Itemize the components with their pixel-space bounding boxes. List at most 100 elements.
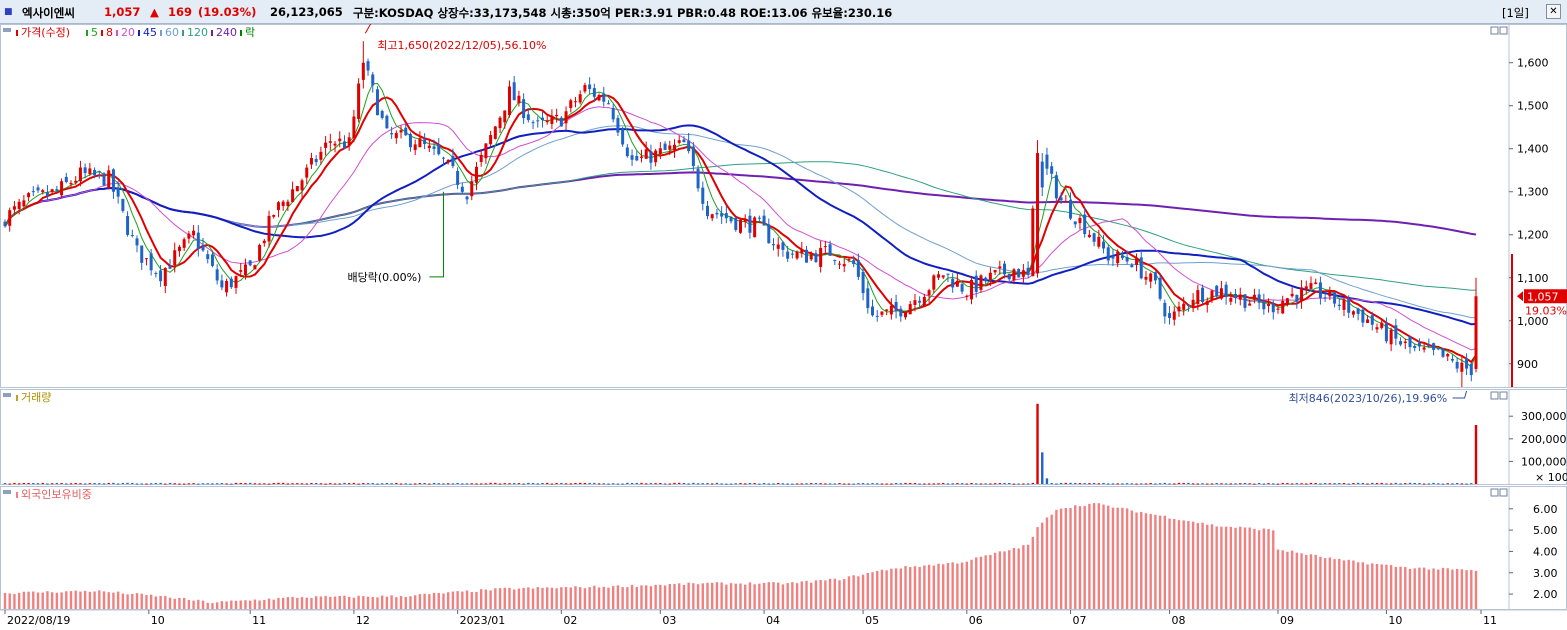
candle-body xyxy=(1007,273,1011,280)
foreign-bar xyxy=(475,591,478,609)
foreign-panel-maximize-icon[interactable] xyxy=(1490,488,1499,497)
volume-bar xyxy=(1455,483,1459,485)
period-selector[interactable]: [1일] xyxy=(1502,6,1529,20)
foreign-bar xyxy=(1314,554,1317,609)
volume-bar xyxy=(593,482,596,484)
candle-body xyxy=(894,301,898,312)
volume-bar xyxy=(329,483,332,485)
volume-bar xyxy=(1026,483,1030,485)
foreign-bar xyxy=(451,591,455,609)
foreign-bar xyxy=(649,586,653,609)
foreign-panel-grip-icon[interactable] xyxy=(3,490,11,494)
candle-body xyxy=(1356,308,1360,314)
foreign-bar xyxy=(50,592,54,609)
volume-bar xyxy=(1144,483,1148,485)
foreign-panel-close-icon[interactable] xyxy=(1499,488,1508,497)
volume-bar xyxy=(555,483,558,485)
candle-body xyxy=(946,273,950,275)
price-panel-close-icon[interactable] xyxy=(1499,26,1508,35)
foreign-bar xyxy=(1102,504,1105,609)
candle-body xyxy=(687,140,691,152)
volume-bar xyxy=(1290,483,1294,485)
foreign-bar xyxy=(192,600,195,609)
volume-bar xyxy=(1366,483,1369,485)
candle-body xyxy=(748,215,752,233)
candle-body xyxy=(1177,306,1181,312)
volume-bar xyxy=(630,482,634,484)
trade-volume: 26,123,065 xyxy=(270,5,343,19)
price-panel-grip-icon[interactable] xyxy=(3,28,11,32)
volume-bar xyxy=(423,482,426,484)
foreign-bar xyxy=(1234,527,1237,609)
foreign-bar xyxy=(833,578,836,609)
volume-bar xyxy=(60,483,63,485)
volume-panel-close-icon[interactable] xyxy=(1499,391,1508,400)
candle-body xyxy=(960,284,964,292)
volume-bar xyxy=(159,482,162,484)
candle-body xyxy=(682,139,686,143)
close-icon[interactable]: ✕ xyxy=(1546,4,1561,19)
volume-bar xyxy=(1272,483,1275,485)
price-tick-label: 1,600 xyxy=(1517,57,1549,70)
foreign-bar xyxy=(1069,508,1072,609)
candle-body xyxy=(899,308,903,317)
candle-body xyxy=(446,159,450,163)
volume-bar xyxy=(305,483,308,485)
volume-bar xyxy=(385,483,389,485)
foreign-bar xyxy=(1229,526,1233,609)
volume-bar xyxy=(314,483,318,485)
volume-panel-maximize-icon[interactable] xyxy=(1490,391,1499,400)
x-axis-label: 12 xyxy=(356,614,370,627)
candle-body xyxy=(427,145,431,149)
candle-body xyxy=(1059,197,1063,201)
price-panel-maximize-icon[interactable] xyxy=(1490,26,1499,35)
candle-body xyxy=(1267,303,1271,306)
candle-body xyxy=(805,249,809,263)
candle-body xyxy=(1432,343,1436,350)
candle-body xyxy=(720,213,724,217)
foreign-bar xyxy=(83,590,87,609)
foreign-bar xyxy=(583,588,587,609)
price-panel xyxy=(0,24,1567,388)
volume-bar xyxy=(602,483,605,485)
menu-icon[interactable]: ■ xyxy=(4,7,13,17)
foreign-bar xyxy=(1031,536,1035,609)
volume-bar xyxy=(918,483,921,485)
candle-body xyxy=(1318,282,1322,298)
volume-bar xyxy=(244,483,247,485)
volume-bar xyxy=(1342,482,1346,484)
foreign-bar xyxy=(512,589,516,609)
candle-body xyxy=(852,260,856,265)
candle-body xyxy=(437,144,441,155)
foreign-bar xyxy=(569,587,572,609)
volume-bar xyxy=(970,482,973,484)
foreign-bar xyxy=(1092,503,1096,609)
candle-body xyxy=(1257,294,1261,303)
foreign-bar xyxy=(79,591,82,609)
candle-body xyxy=(225,280,229,293)
candle-body xyxy=(1271,303,1275,313)
candle-body xyxy=(352,116,356,138)
foreign-bar xyxy=(993,552,997,609)
candle-body xyxy=(1465,358,1469,369)
volume-bar xyxy=(1465,483,1468,485)
candle-body xyxy=(880,311,884,315)
foreign-bar xyxy=(1130,510,1134,609)
volume-panel-grip-icon[interactable] xyxy=(3,393,11,397)
volume-bar xyxy=(880,483,884,485)
foreign-bar xyxy=(786,583,789,609)
volume-bar xyxy=(145,483,148,485)
candle-body xyxy=(399,130,403,133)
foreign-bar xyxy=(612,586,615,609)
volume-bar xyxy=(220,483,224,485)
candle-body xyxy=(838,263,842,265)
candle-body xyxy=(357,83,361,119)
volume-bar xyxy=(682,482,686,484)
volume-bar xyxy=(1314,482,1317,484)
foreign-bar xyxy=(956,563,959,609)
candle-body xyxy=(1087,234,1091,238)
legend-swatch xyxy=(116,30,118,36)
volume-bar xyxy=(1059,482,1063,484)
foreign-bar xyxy=(762,582,766,609)
volume-bar xyxy=(1154,483,1157,485)
